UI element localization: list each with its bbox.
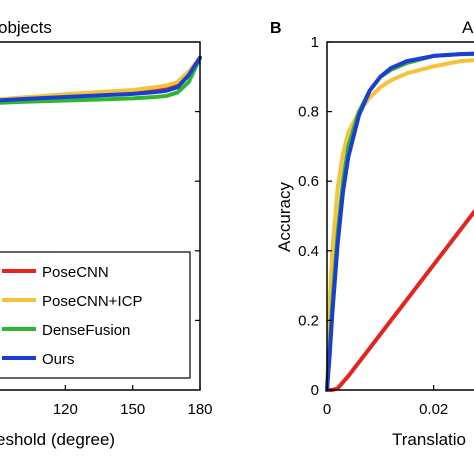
panel-b-y-tick-label: 0.4 bbox=[298, 243, 319, 260]
legend-label: PoseCNN bbox=[42, 264, 109, 281]
panel-b: B A Accuracy 0 0.02 0 0.2 0.4 0.6 0.8 1 Transla… bbox=[270, 18, 474, 449]
panel-b-y-tick-label: 0.8 bbox=[298, 104, 319, 121]
panel-a-title: objects bbox=[0, 18, 52, 37]
panel-b-series-line-densefusion bbox=[325, 52, 474, 392]
panel-a: objects 120 150 180 eshold (degree) PoseCN… bbox=[0, 18, 213, 449]
panel-a-series bbox=[0, 55, 202, 105]
panel-b-title: A bbox=[462, 18, 474, 37]
panel-b-series-line-posecnn bbox=[325, 208, 474, 392]
legend-label: Ours bbox=[42, 351, 75, 368]
panel-b-y-tick-label: 0.6 bbox=[298, 173, 319, 190]
legend: PoseCNN PoseCNN+ICP DenseFusion Ours bbox=[0, 251, 191, 379]
panel-b-y-axis-label: Accuracy bbox=[275, 182, 294, 252]
panel-a-x-tick-label: 120 bbox=[53, 401, 78, 418]
panel-a-x-axis-label: eshold (degree) bbox=[0, 430, 115, 449]
panel-a-x-tick-label: 180 bbox=[187, 401, 212, 418]
panel-b-series bbox=[325, 51, 474, 392]
panel-b-y-tick-label: 1 bbox=[311, 34, 319, 51]
panel-b-y-tick-label: 0 bbox=[311, 382, 319, 399]
panel-a-series-line-densefusion bbox=[0, 55, 202, 105]
panel-a-x-tick-label: 150 bbox=[120, 401, 145, 418]
panel-a-series-line-posecnn-icp bbox=[0, 55, 202, 102]
panel-b-x-axis-label: Translatio bbox=[392, 430, 466, 449]
panel-a-series-line-ours bbox=[0, 55, 202, 103]
panel-b-x-tick-label: 0.02 bbox=[419, 401, 448, 418]
legend-label: DenseFusion bbox=[42, 322, 130, 339]
panel-b-letter: B bbox=[270, 20, 282, 37]
panel-b-axes-frame bbox=[326, 41, 474, 391]
panel-b-x-tick-label: 0 bbox=[323, 401, 331, 418]
panel-b-series-line-ours bbox=[325, 51, 474, 392]
panel-a-axes-frame bbox=[0, 41, 201, 391]
legend-label: PoseCNN+ICP bbox=[42, 293, 142, 310]
panel-b-y-tick-label: 0.2 bbox=[298, 312, 319, 329]
panel-b-ticks: 0 0.02 0 0.2 0.4 0.6 0.8 1 bbox=[298, 34, 448, 418]
panel-b-series-line-posecnn-icp bbox=[325, 58, 474, 392]
panel-a-ticks: 120 150 180 bbox=[53, 110, 213, 418]
